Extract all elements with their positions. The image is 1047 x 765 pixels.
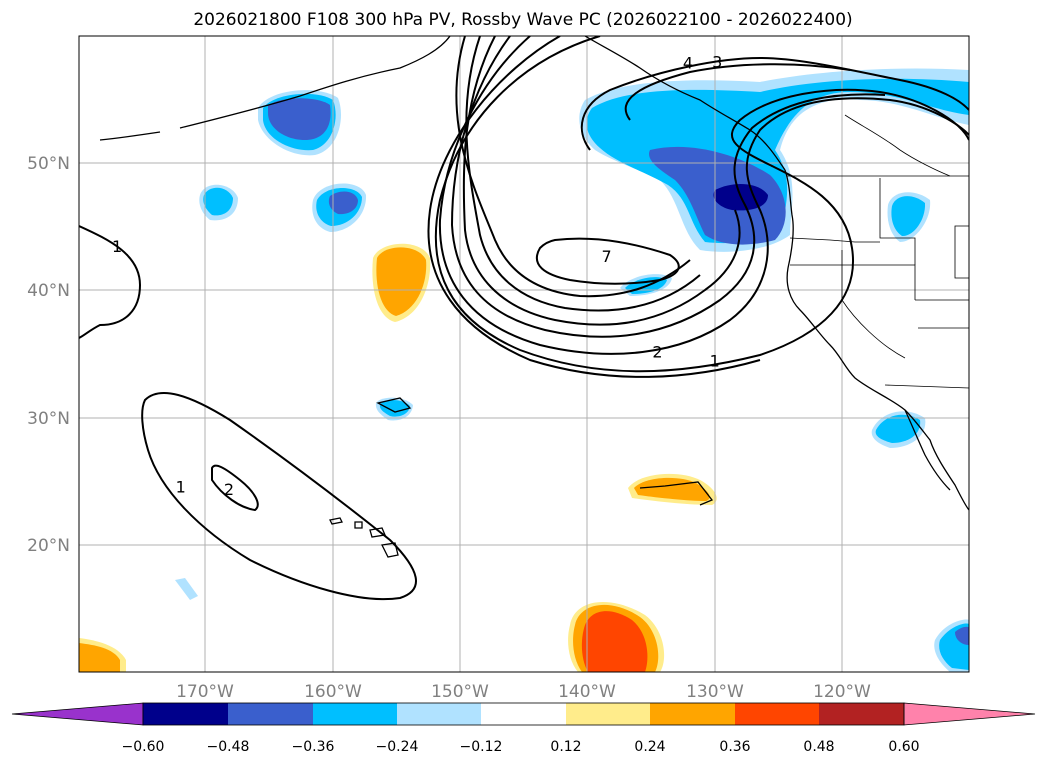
contour-labels: 1 7 2 1 4 3 1 2 bbox=[112, 52, 722, 498]
colorbar-tick-label: 0.12 bbox=[550, 739, 581, 755]
pv-anomaly-fill bbox=[79, 68, 969, 672]
lat-tick-label: 20°N bbox=[27, 536, 70, 556]
colorbar-tick-label: −0.24 bbox=[376, 739, 419, 755]
map-title: 2026021800 F108 300 hPa PV, Rossby Wave … bbox=[193, 10, 852, 30]
contour-label: 2 bbox=[652, 342, 662, 361]
colorbar-segment bbox=[481, 703, 566, 725]
lon-tick-label: 150°W bbox=[431, 682, 489, 702]
colorbar-segment bbox=[228, 703, 313, 725]
latitude-tick-labels: 50°N 40°N 30°N 20°N bbox=[27, 154, 70, 556]
lat-tick-label: 40°N bbox=[27, 281, 70, 301]
colorbar-tick-label: −0.12 bbox=[460, 739, 503, 755]
lon-tick-label: 140°W bbox=[558, 682, 616, 702]
colorbar-tick-label: 0.60 bbox=[888, 739, 919, 755]
contour-label: 3 bbox=[712, 52, 722, 71]
colorbar: −0.60 −0.48 −0.36 −0.24 −0.12 0.12 0.24 … bbox=[11, 702, 1036, 755]
lon-tick-label: 170°W bbox=[176, 682, 234, 702]
contour-label: 1 bbox=[176, 477, 186, 496]
map-frame bbox=[78, 35, 970, 673]
coastlines bbox=[99, 36, 969, 558]
contour-label: 4 bbox=[683, 54, 693, 73]
colorbar-extend-left bbox=[11, 702, 144, 726]
colorbar-tick-label: −0.36 bbox=[292, 739, 335, 755]
negative-anomaly-tiny bbox=[175, 578, 198, 600]
contour-label: 2 bbox=[224, 480, 234, 499]
colorbar-segment bbox=[819, 703, 904, 725]
contour-label: 1 bbox=[710, 351, 720, 370]
lon-tick-label: 120°W bbox=[813, 682, 871, 702]
contour-label: 1 bbox=[112, 237, 122, 256]
contour-label: 7 bbox=[602, 247, 612, 266]
graticule bbox=[79, 36, 969, 672]
colorbar-tick-label: −0.48 bbox=[207, 739, 250, 755]
lon-tick-label: 160°W bbox=[304, 682, 362, 702]
lat-tick-label: 30°N bbox=[27, 409, 70, 429]
colorbar-segment bbox=[735, 703, 819, 725]
lat-tick-label: 50°N bbox=[27, 154, 70, 174]
colorbar-segment bbox=[313, 703, 397, 725]
colorbar-segment bbox=[397, 703, 481, 725]
colorbar-segment bbox=[143, 703, 228, 725]
lon-tick-label: 130°W bbox=[686, 682, 744, 702]
colorbar-tick-label: 0.24 bbox=[634, 739, 665, 755]
colorbar-segment bbox=[650, 703, 735, 725]
negative-anomaly-northeast-core bbox=[586, 78, 969, 244]
colorbar-tick-label: −0.60 bbox=[122, 739, 165, 755]
colorbar-segment bbox=[566, 703, 650, 725]
map-area: 1 7 2 1 4 3 1 2 bbox=[79, 36, 969, 672]
colorbar-tick-label: 0.48 bbox=[803, 739, 834, 755]
colorbar-extend-right bbox=[903, 702, 1036, 726]
longitude-tick-labels: 170°W 160°W 150°W 140°W 130°W 120°W bbox=[176, 682, 871, 702]
political-borders bbox=[787, 114, 969, 389]
colorbar-tick-label: 0.36 bbox=[719, 739, 750, 755]
rossby-wave-contours bbox=[79, 36, 969, 601]
